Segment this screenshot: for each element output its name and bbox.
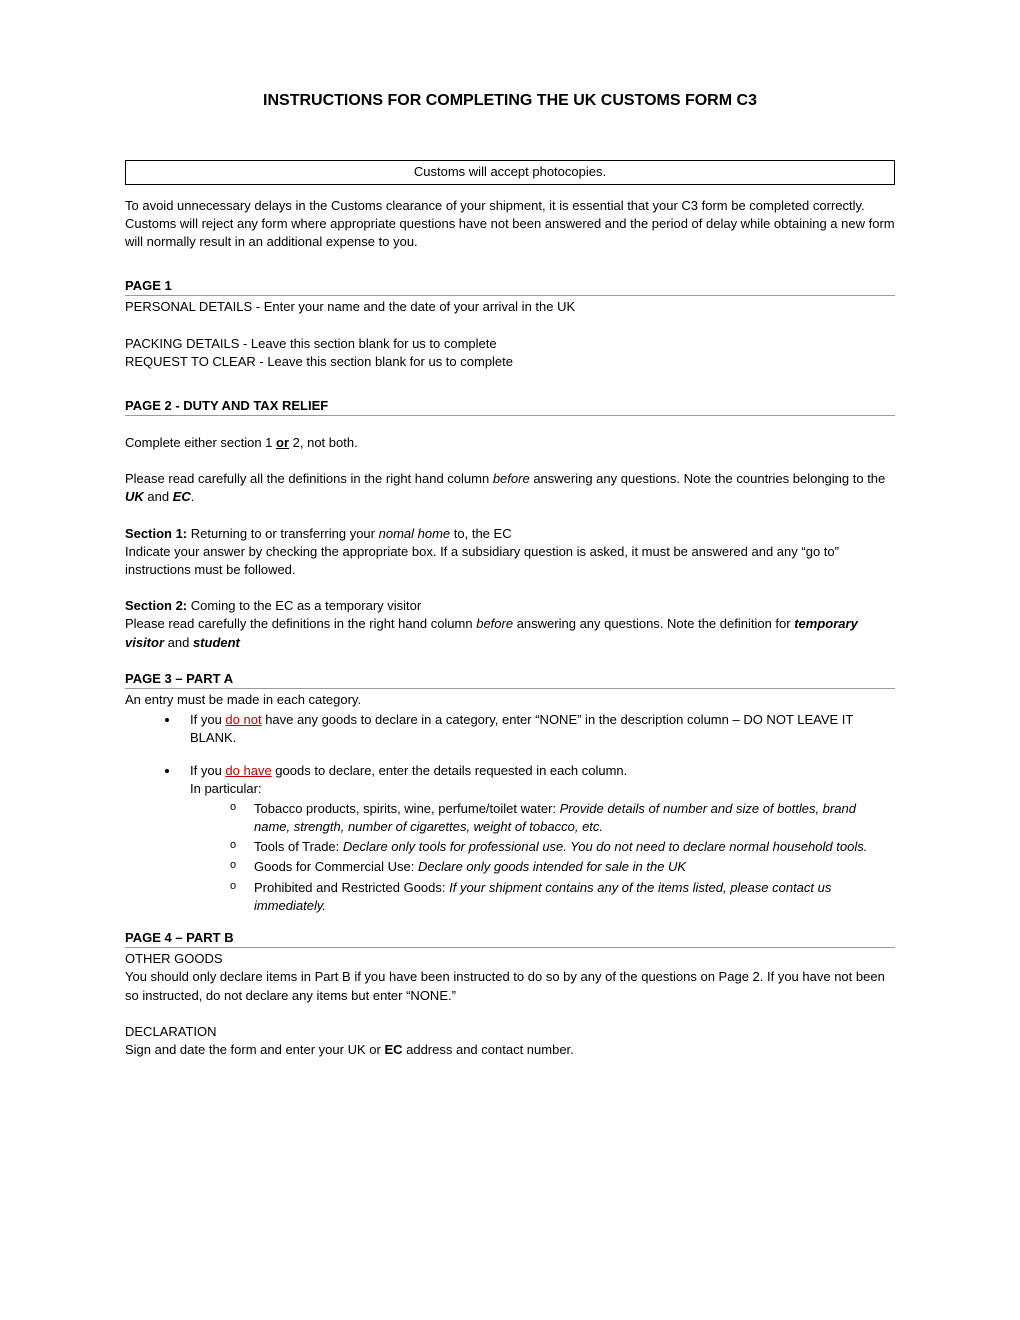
page3-sub3-it: Declare only goods intended for sale in … (418, 859, 686, 874)
page1-block: PACKING DETAILS - Leave this section bla… (125, 335, 895, 371)
page2-s1-pre: Returning to or transferring your (187, 526, 378, 541)
page3-bullets: If you do not have any goods to declare … (125, 711, 895, 915)
page3-sub-1: Tobacco products, spirits, wine, perfume… (230, 800, 895, 836)
page3-donot: do not (225, 712, 261, 727)
page4-decl-ec: EC (384, 1042, 402, 1057)
page1-personal: PERSONAL DETAILS - Enter your name and t… (125, 298, 895, 316)
page3-b1-post: have any goods to declare in a category,… (190, 712, 853, 745)
page2-complete: Complete either section 1 or 2, not both… (125, 434, 895, 452)
page3-sub2-pre: Tools of Trade: (254, 839, 343, 854)
page2-s2-and: and (164, 635, 193, 650)
page3-sub-2: Tools of Trade: Declare only tools for p… (230, 838, 895, 856)
page2-read-post: answering any questions. Note the countr… (530, 471, 886, 486)
page2-s2-before: before (476, 616, 513, 631)
page3-sub-3: Goods for Commercial Use: Declare only g… (230, 858, 895, 876)
page2-s2-title: Coming to the EC as a temporary visitor (187, 598, 421, 613)
notice-box: Customs will accept photocopies. (125, 160, 895, 184)
page2-heading: PAGE 2 - DUTY AND TAX RELIEF (125, 397, 895, 416)
page4-declaration: DECLARATION (125, 1023, 895, 1041)
page3-heading: PAGE 3 – PART A (125, 670, 895, 689)
page2-complete-pre: Complete either section 1 (125, 435, 276, 450)
page2-read-pre: Please read carefully all the definition… (125, 471, 493, 486)
page1-packing: PACKING DETAILS - Leave this section bla… (125, 335, 895, 353)
page2-s1-post: to, the EC (450, 526, 511, 541)
page3-bullet-1: If you do not have any goods to declare … (180, 711, 895, 747)
page3-b1-pre: If you (190, 712, 225, 727)
page2-s1-label: Section 1: (125, 526, 187, 541)
page2-before: before (493, 471, 530, 486)
page1-heading: PAGE 1 (125, 277, 895, 296)
page3-dohave: do have (225, 763, 271, 778)
document-page: INSTRUCTIONS FOR COMPLETING THE UK CUSTO… (0, 0, 1020, 1119)
page4-other-goods: OTHER GOODS (125, 950, 895, 968)
notice-line-1: Customs will accept photocopies. (136, 163, 884, 181)
page2-section1: Section 1: Returning to or transferring … (125, 525, 895, 580)
page2-section2: Section 2: Coming to the EC as a tempora… (125, 597, 895, 652)
page2-or: or (276, 435, 289, 450)
page3-sub2-it: Declare only tools for professional use.… (343, 839, 867, 854)
page4-heading: PAGE 4 – PART B (125, 929, 895, 948)
page2-s1-body: Indicate your answer by checking the app… (125, 544, 839, 577)
page2-and: and (144, 489, 173, 504)
page4-decl-pre: Sign and date the form and enter your UK… (125, 1042, 384, 1057)
page2-dot: . (191, 489, 195, 504)
page3-bullet-2: If you do have goods to declare, enter t… (180, 762, 895, 916)
page2-uk: UK (125, 489, 144, 504)
page2-student: student (193, 635, 240, 650)
page4-decl-body: Sign and date the form and enter your UK… (125, 1041, 895, 1059)
intro-paragraph: To avoid unnecessary delays in the Custo… (125, 197, 895, 252)
document-title: INSTRUCTIONS FOR COMPLETING THE UK CUSTO… (125, 90, 895, 112)
page3-sublist: Tobacco products, spirits, wine, perfume… (190, 800, 895, 915)
page3-b2-post: goods to declare, enter the details requ… (272, 763, 628, 778)
page2-ec: EC (173, 489, 191, 504)
page3-b2-pre: If you (190, 763, 225, 778)
page3-sub1-pre: Tobacco products, spirits, wine, perfume… (254, 801, 560, 816)
page3-inparticular: In particular: (190, 781, 262, 796)
page2-s2-label: Section 2: (125, 598, 187, 613)
page2-nomal-home: nomal home (379, 526, 451, 541)
page3-sub3-pre: Goods for Commercial Use: (254, 859, 418, 874)
page4-other-body: You should only declare items in Part B … (125, 968, 895, 1004)
page2-s2-read-post: answering any questions. Note the defini… (513, 616, 794, 631)
page3-sub4-pre: Prohibited and Restricted Goods: (254, 880, 449, 895)
page4-decl-post: address and contact number. (403, 1042, 574, 1057)
page2-s2-read-pre: Please read carefully the definitions in… (125, 616, 476, 631)
page1-request: REQUEST TO CLEAR - Leave this section bl… (125, 353, 895, 371)
page3-sub-4: Prohibited and Restricted Goods: If your… (230, 879, 895, 915)
page2-read: Please read carefully all the definition… (125, 470, 895, 506)
page3-entry: An entry must be made in each category. (125, 691, 895, 709)
page2-complete-post: 2, not both. (289, 435, 358, 450)
